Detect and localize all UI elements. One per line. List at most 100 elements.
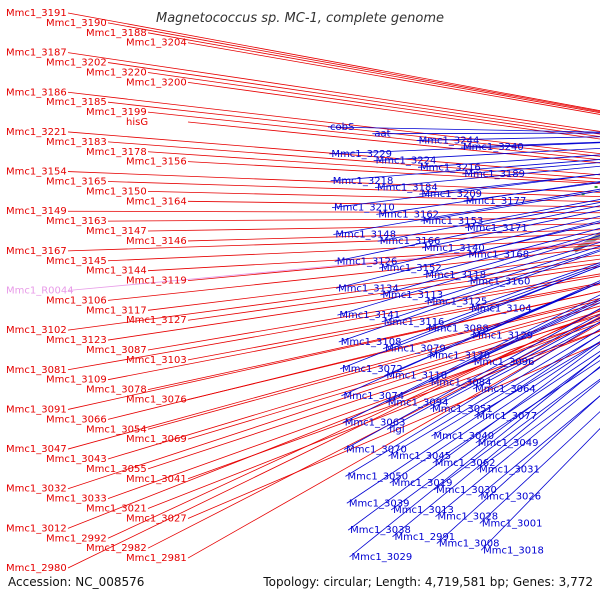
- left-gene-label[interactable]: Mmc1_3149: [6, 206, 67, 217]
- left-gene-label[interactable]: Mmc1_3021: [86, 504, 147, 515]
- right-gene-label[interactable]: Mmc1_3019: [392, 478, 453, 489]
- right-gene-label[interactable]: Mmc1_3013: [393, 505, 454, 516]
- left-gene-label[interactable]: Mmc1_3012: [6, 523, 67, 534]
- right-gene-label[interactable]: Mmc1_3029: [352, 552, 413, 563]
- right-gene-label[interactable]: Mmc1_3152: [381, 263, 442, 274]
- left-gene-label[interactable]: Mmc1_R0044: [6, 286, 74, 297]
- right-gene-label[interactable]: Mmc1_3088: [428, 324, 489, 335]
- left-gene-label[interactable]: Mmc1_3183: [46, 137, 107, 148]
- left-gene-label[interactable]: Mmc1_3054: [86, 424, 147, 435]
- left-gene-label[interactable]: Mmc1_3127: [126, 315, 187, 326]
- right-gene-label[interactable]: Mmc1_3129: [472, 330, 533, 341]
- left-gene-label[interactable]: Mmc1_3069: [126, 434, 187, 445]
- right-gene-label[interactable]: Mmc1_3049: [478, 438, 539, 449]
- right-gene-label[interactable]: Mmc1_3050: [347, 471, 408, 482]
- left-gene-label[interactable]: Mmc1_3187: [6, 48, 67, 59]
- left-gene-label[interactable]: Mmc1_3164: [126, 196, 187, 207]
- right-gene-label[interactable]: Mmc1_3008: [439, 539, 500, 550]
- left-gene-label[interactable]: Mmc1_3150: [86, 186, 147, 197]
- left-gene-label[interactable]: Mmc1_3033: [46, 494, 107, 505]
- left-gene-label[interactable]: Mmc1_3081: [6, 365, 67, 376]
- left-gene-label[interactable]: Mmc1_3091: [6, 404, 67, 415]
- right-gene-label[interactable]: Mmc1_3001: [482, 518, 543, 529]
- right-gene-label[interactable]: Mmc1_3216: [420, 162, 481, 173]
- right-gene-label[interactable]: Mmc1_3229: [331, 149, 392, 160]
- left-gene-label[interactable]: Mmc1_3163: [46, 216, 107, 227]
- right-gene-label[interactable]: Mmc1_3026: [480, 492, 541, 503]
- right-gene-label[interactable]: Mmc1_3063: [345, 418, 406, 429]
- left-gene-label[interactable]: Mmc1_3109: [46, 375, 107, 386]
- left-gene-label[interactable]: Mmc1_3190: [46, 18, 107, 29]
- left-gene-label[interactable]: Mmc1_3147: [86, 226, 147, 237]
- right-gene-label[interactable]: Mmc1_3168: [468, 250, 529, 261]
- right-gene-label[interactable]: Mmc1_3031: [479, 465, 540, 476]
- left-gene-label[interactable]: Mmc1_3146: [126, 236, 187, 247]
- right-gene-label[interactable]: Mmc1_3070: [346, 445, 407, 456]
- right-gene-label[interactable]: Mmc1_3189: [464, 169, 525, 180]
- right-gene-label[interactable]: Mmc1_3113: [382, 290, 443, 301]
- right-gene-label[interactable]: Mmc1_3244: [419, 135, 480, 146]
- left-gene-label[interactable]: Mmc1_3078: [86, 385, 147, 396]
- right-gene-label[interactable]: Mmc1_3084: [431, 377, 492, 388]
- left-gene-label[interactable]: Mmc1_3199: [86, 107, 147, 118]
- right-gene-label[interactable]: Mmc1_3153: [423, 216, 484, 227]
- right-gene-label[interactable]: Mmc1_3039: [349, 498, 410, 509]
- right-gene-label[interactable]: Mmc1_3120: [429, 350, 490, 361]
- left-gene-label[interactable]: Mmc1_3165: [46, 176, 107, 187]
- right-gene-label[interactable]: Mmc1_3110: [386, 371, 447, 382]
- right-gene-label[interactable]: Mmc1_3240: [463, 142, 524, 153]
- right-gene-label[interactable]: Mmc1_3038: [350, 525, 411, 536]
- left-gene-label[interactable]: Mmc1_3041: [126, 474, 187, 485]
- left-gene-label[interactable]: Mmc1_3202: [46, 58, 107, 69]
- right-gene-label[interactable]: Mmc1_3108: [341, 337, 402, 348]
- right-gene-label[interactable]: Mmc1_3209: [421, 189, 482, 200]
- right-gene-label[interactable]: Mmc1_3030: [436, 485, 497, 496]
- left-gene-label[interactable]: Mmc1_3186: [6, 87, 67, 98]
- right-gene-label[interactable]: Mmc1_3218: [333, 176, 394, 187]
- left-gene-label[interactable]: Mmc1_3144: [86, 266, 147, 277]
- right-gene-label[interactable]: Mmc1_3141: [339, 310, 400, 321]
- left-gene-label[interactable]: Mmc1_3043: [46, 454, 107, 465]
- left-gene-label[interactable]: Mmc1_3178: [86, 147, 147, 158]
- left-gene-label[interactable]: Mmc1_3200: [126, 77, 187, 88]
- right-gene-label[interactable]: Mmc1_3125: [427, 297, 488, 308]
- left-gene-label[interactable]: Mmc1_3076: [126, 395, 187, 406]
- left-gene-label[interactable]: Mmc1_2982: [86, 543, 147, 554]
- left-gene-label[interactable]: Mmc1_3156: [126, 157, 187, 168]
- right-gene-label[interactable]: Mmc1_3134: [338, 283, 399, 294]
- left-gene-label[interactable]: Mmc1_3087: [86, 345, 147, 356]
- right-gene-label[interactable]: cobS: [330, 122, 354, 133]
- right-gene-label[interactable]: Mmc1_3040: [433, 431, 494, 442]
- left-gene-label[interactable]: Mmc1_3032: [6, 484, 67, 495]
- right-gene-label[interactable]: Mmc1_3018: [483, 545, 544, 556]
- left-gene-label[interactable]: Mmc1_3066: [46, 414, 107, 425]
- left-gene-label[interactable]: Mmc1_3154: [6, 167, 67, 178]
- left-gene-label[interactable]: Mmc1_2981: [126, 553, 187, 564]
- right-gene-label[interactable]: Mmc1_3096: [474, 357, 535, 368]
- right-gene-label[interactable]: Mmc1_3224: [376, 156, 437, 167]
- right-gene-label[interactable]: flgI: [389, 424, 405, 435]
- right-gene-label[interactable]: aat: [374, 129, 390, 140]
- right-gene-label[interactable]: Mmc1_3184: [377, 182, 438, 193]
- left-gene-label[interactable]: Mmc1_3185: [46, 97, 107, 108]
- left-gene-label[interactable]: Mmc1_3047: [6, 444, 67, 455]
- left-gene-label[interactable]: Mmc1_2980: [6, 563, 67, 574]
- right-gene-label[interactable]: Mmc1_3118: [425, 270, 486, 281]
- left-gene-label[interactable]: Mmc1_3027: [126, 513, 187, 524]
- right-gene-label[interactable]: Mmc1_3162: [378, 209, 439, 220]
- left-gene-label[interactable]: Mmc1_3204: [126, 38, 187, 49]
- left-gene-label[interactable]: Mmc1_3102: [6, 325, 67, 336]
- left-gene-label[interactable]: Mmc1_3119: [126, 276, 187, 287]
- left-gene-label[interactable]: hisG: [126, 117, 148, 128]
- right-gene-label[interactable]: Mmc1_3079: [385, 344, 446, 355]
- right-gene-label[interactable]: Mmc1_3148: [335, 230, 396, 241]
- left-gene-label[interactable]: Mmc1_3191: [6, 8, 67, 19]
- right-gene-label[interactable]: Mmc1_3064: [475, 384, 536, 395]
- right-gene-label[interactable]: Mmc1_3051: [432, 404, 493, 415]
- right-gene-label[interactable]: Mmc1_3116: [384, 317, 445, 328]
- right-gene-label[interactable]: Mmc1_3166: [380, 236, 441, 247]
- right-gene-label[interactable]: Mmc1_3140: [424, 243, 485, 254]
- right-gene-label[interactable]: Mmc1_3062: [435, 458, 496, 469]
- left-gene-label[interactable]: Mmc1_3220: [86, 67, 147, 78]
- left-gene-label[interactable]: Mmc1_3106: [46, 295, 107, 306]
